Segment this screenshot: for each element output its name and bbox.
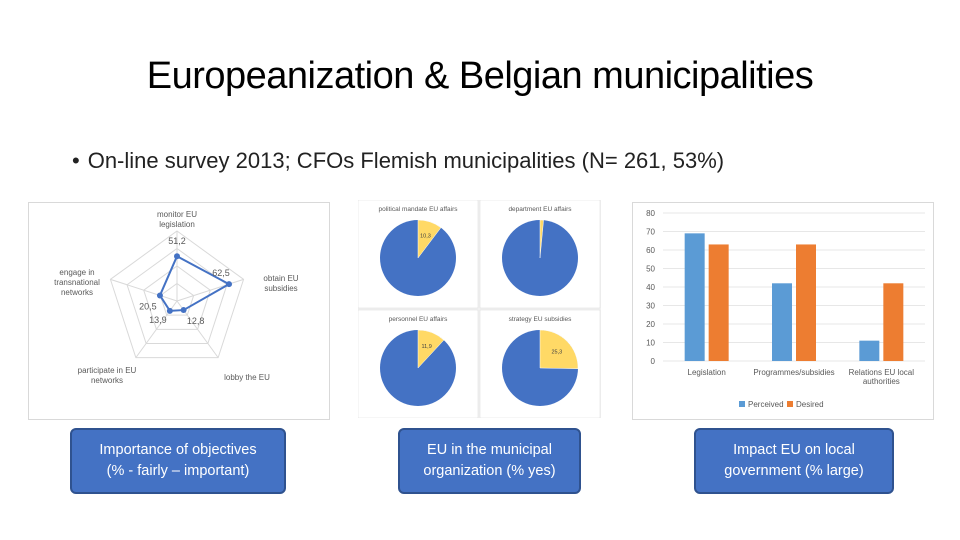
bar-x-tick-label: Relations EU local [849, 368, 915, 377]
radar-gridline [109, 230, 245, 359]
radar-value-label: 12,8 [187, 316, 205, 326]
pie-value-label: 11,9 [421, 344, 431, 350]
radar-series-line [158, 254, 232, 312]
radar-axis-label: legislation [159, 220, 195, 229]
pie-title: political mandate EU affairs [378, 206, 458, 213]
radar-data-point [156, 292, 163, 299]
radar-value-label: 62,5 [212, 268, 230, 278]
radar-axis-label: lobby the EU [224, 373, 270, 382]
bar-desired [883, 283, 904, 361]
caption-impact: Impact EU on local government (% large) [694, 428, 894, 494]
bar-perceived [684, 233, 705, 361]
bar-desired [708, 244, 729, 361]
bar-y-tick-label: 10 [646, 339, 655, 348]
radar-spoke [176, 278, 244, 302]
radar-axis-label: engage in [59, 268, 94, 277]
pie-slice-yes [417, 329, 445, 369]
radar-axis-label: networks [91, 376, 123, 385]
radar-value-label: 20,5 [139, 301, 157, 311]
bar-y-tick-label: 40 [646, 283, 655, 292]
pie-slice-yes [539, 329, 579, 369]
caption-line: government (% large) [724, 463, 864, 479]
caption-line: organization (% yes) [423, 463, 556, 479]
bar-chart-panel: 0 10 20 30 40 50 60 70 80 Legislation Programmes/s… [632, 202, 934, 420]
radar-axis-label: subsidies [264, 284, 297, 293]
bar-y-tick-label: 60 [646, 246, 655, 255]
bullet-point: • On-line survey 2013; CFOs Flemish munic… [72, 148, 724, 174]
radar-data-point [174, 253, 180, 260]
bullet-text: On-line survey 2013; CFOs Flemish munici… [87, 148, 725, 173]
bar-perceived [772, 283, 792, 361]
radar-axis-label: transnational [54, 278, 100, 287]
bar-y-tick-label: 70 [646, 228, 655, 237]
pie-slice-yes [417, 219, 442, 259]
pie-charts: political mandate EU affairs 10,3 departme… [357, 199, 601, 419]
bar-perceived [859, 340, 880, 361]
pie-value-label: 25,3 [551, 349, 562, 355]
radar-data-point [226, 281, 233, 288]
bar-x-tick-label: authorities [863, 377, 900, 386]
radar-chart-panel: 51,2 62,5 12,8 13,9 20,5 monitor EU legislatio… [28, 202, 330, 420]
caption-line: EU in the municipal [427, 442, 552, 458]
caption-line: Importance of objectives [99, 442, 257, 458]
bar-y-tick-label: 0 [651, 357, 656, 366]
caption-organization: EU in the municipal organization (% yes) [398, 428, 581, 494]
bar-y-tick-label: 50 [646, 265, 655, 274]
caption-line: Impact EU on local [733, 442, 855, 458]
bar-chart: 0 10 20 30 40 50 60 70 80 Legislation Programmes/s… [646, 209, 925, 409]
pie-title: strategy EU subsidies [509, 316, 573, 323]
radar-axis-label: networks [61, 288, 93, 297]
pie-title: personnel EU affairs [389, 316, 449, 323]
radar-gridline [159, 282, 195, 316]
radar-axis-label: participate in EU [78, 366, 137, 375]
bar-desired [796, 244, 816, 361]
radar-axis-label: monitor EU [157, 210, 197, 219]
bar-x-tick-label: Legislation [688, 368, 726, 377]
pie-title: department EU affairs [508, 206, 572, 213]
legend-swatch [739, 401, 745, 407]
pie-value-label: 10,3 [420, 234, 431, 240]
radar-data-point [180, 307, 187, 314]
radar-value-label: 13,9 [149, 315, 167, 325]
legend-swatch [787, 401, 793, 407]
bar-y-tick-label: 20 [646, 320, 655, 329]
radar-chart: 51,2 62,5 12,8 13,9 20,5 monitor EUlegislatio… [54, 210, 299, 385]
radar-value-label: 51,2 [168, 236, 186, 246]
bar-y-tick-label: 30 [646, 302, 655, 311]
pie-slice-yes [539, 219, 544, 259]
bar-x-tick-label: Programmes/subsidies [753, 368, 834, 377]
caption-objectives: Importance of objectives (% - fairly – im… [70, 428, 286, 494]
bar-y-tick-label: 80 [646, 209, 655, 218]
radar-data-point [166, 307, 173, 314]
radar-axis-label: obtain EU [263, 274, 298, 283]
radar-gridline [143, 265, 211, 330]
radar-spoke [110, 278, 178, 302]
bullet-dot: • [72, 148, 80, 173]
legend-label: Perceived [748, 400, 784, 409]
caption-line: (% - fairly – important) [106, 463, 250, 479]
pie-charts-panel: political mandate EU affairs 10,3 departme… [357, 199, 601, 419]
slide-title: Europeanization & Belgian municipalities [146, 55, 814, 97]
legend-label: Desired [796, 400, 824, 409]
